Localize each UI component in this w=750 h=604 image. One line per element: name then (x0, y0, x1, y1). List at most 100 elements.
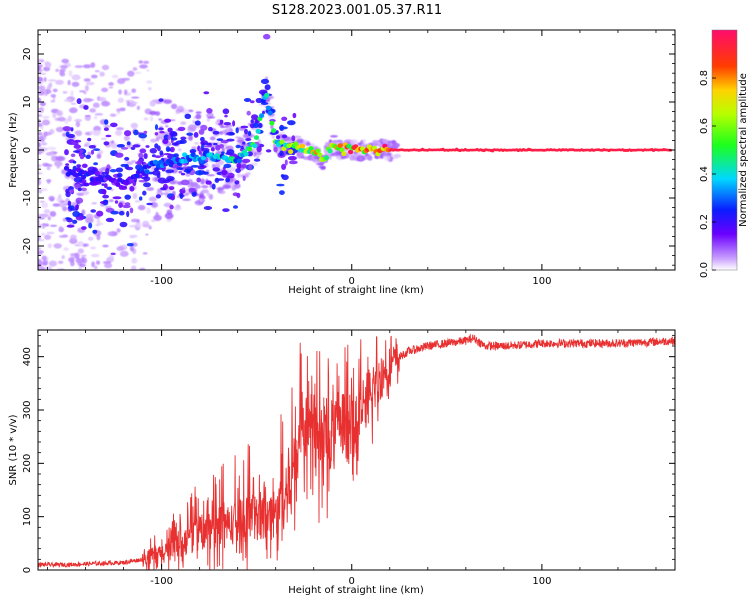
heatmap-cell (105, 217, 115, 223)
heatmap-cell (262, 110, 265, 115)
heatmap-noise-cell (62, 91, 68, 94)
heatmap-cell (198, 150, 202, 155)
heatmap-cell (211, 183, 216, 190)
heatmap-cell (226, 138, 235, 142)
colorbar-tick-label: 0.0 (699, 262, 710, 278)
heatmap-cell (193, 132, 199, 138)
heatmap-noise-cell (103, 274, 106, 279)
heatmap-noise-cell (218, 190, 226, 195)
heatmap-noise-cell (82, 278, 90, 284)
heatmap-cell (79, 154, 85, 159)
heatmap-cell (121, 147, 129, 150)
heatmap-noise-cell (328, 154, 332, 160)
heatmap-cell (264, 84, 271, 91)
heatmap-noise-cell (38, 90, 45, 96)
heatmap-noise-cell (38, 164, 42, 167)
heatmap-noise-cell (43, 77, 47, 82)
heatmap-cell (157, 177, 167, 184)
heatmap-ridge-cell (94, 170, 100, 176)
heatmap-cell (88, 222, 93, 229)
heatmap-cell (67, 200, 72, 207)
heatmap-noise-cell (146, 69, 150, 72)
heatmap-noise-cell (228, 166, 237, 172)
heatmap-noise-cell (38, 172, 43, 175)
heatmap-noise-cell (78, 283, 82, 287)
snr-y-axis-label: SNR (10 * v/v) (8, 414, 19, 485)
heatmap-ridge-cell (271, 128, 277, 134)
heatmap-noise-cell (85, 213, 94, 220)
heatmap-cell (213, 142, 218, 146)
heatmap-cell (223, 163, 232, 169)
heatmap-noise-cell (155, 211, 159, 218)
heatmap-noise-cell (237, 137, 245, 142)
heatmap-noise-cell (68, 70, 73, 77)
heatmap-ridge-cell (247, 146, 253, 152)
heatmap-cell (142, 190, 147, 196)
heatmap-noise-cell (163, 99, 172, 104)
heatmap-noise-cell (126, 273, 132, 277)
heatmap-noise-cell (184, 189, 190, 194)
heatmap-noise-cell (316, 163, 324, 166)
heatmap-cell (137, 159, 142, 165)
heatmap-noise-cell (192, 120, 196, 124)
heatmap-noise-cell (195, 111, 202, 114)
heatmap-noise-cell (219, 125, 229, 128)
heatmap-noise-cell (61, 58, 69, 64)
heatmap-noise-cell (142, 252, 148, 255)
heatmap-noise-cell (130, 160, 137, 163)
heatmap-cell (252, 122, 259, 128)
heatmap-noise-cell (314, 160, 321, 165)
colorbar-gradient (712, 30, 737, 270)
heatmap-ridge-cell (200, 155, 206, 161)
heatmap-noise-cell (38, 250, 44, 254)
heatmap-cell (96, 210, 104, 217)
heatmap-cell (114, 152, 124, 158)
heatmap-noise-cell (74, 65, 84, 69)
heatmap-cell (83, 105, 89, 110)
heatmap-cell (103, 127, 109, 131)
spectrogram-y-ticks: -20 -10 0 10 20 (22, 34, 675, 266)
heatmap-cell (88, 145, 96, 149)
heatmap-cell (188, 187, 196, 193)
snr-x-ticks: -100 0 100 (47, 330, 657, 587)
heatmap-cell (81, 226, 87, 230)
heatmap-cell (232, 120, 236, 127)
heatmap-noise-cell (131, 88, 137, 93)
heatmap-noise-cell (349, 155, 356, 161)
heatmap-noise-cell (38, 239, 45, 242)
heatmap-ridge-cell (81, 174, 87, 180)
heatmap-ridge-cell (87, 170, 94, 176)
heatmap-ridge-cell (308, 146, 314, 151)
heatmap-noise-cell (335, 151, 340, 156)
heatmap-noise-cell (131, 101, 138, 105)
heatmap-noise-cell (52, 203, 61, 207)
heatmap-cell (133, 129, 139, 136)
heatmap-cell (69, 189, 74, 193)
heatmap-noise-cell (160, 192, 170, 195)
heatmap-noise-cell (188, 134, 193, 141)
heatmap-noise-cell (39, 134, 47, 140)
heatmap-cell (116, 144, 125, 148)
heatmap-noise-cell (91, 202, 97, 205)
heatmap-noise-cell (165, 167, 174, 170)
heatmap-noise-cell (44, 234, 52, 240)
heatmap-cell (194, 120, 201, 126)
heatmap-ridge-cell (317, 152, 323, 158)
heatmap-noise-cell (108, 199, 114, 203)
heatmap-noise-cell (77, 241, 84, 247)
heatmap-cell (176, 167, 184, 171)
heatmap-noise-cell (55, 156, 64, 162)
spectrogram-y-tick-label: 10 (22, 96, 33, 109)
heatmap-cells (38, 33, 673, 287)
heatmap-noise-cell (85, 141, 91, 147)
heatmap-noise-cell (92, 102, 100, 108)
heatmap-cell (171, 194, 176, 201)
heatmap-noise-cell (70, 102, 77, 105)
heatmap-ridge-cell (264, 92, 270, 98)
heatmap-cell (235, 127, 239, 134)
heatmap-cell (180, 136, 187, 140)
heatmap-noise-cell (55, 79, 64, 85)
heatmap-cell (236, 192, 241, 199)
heatmap-noise-cell (58, 194, 62, 199)
heatmap-noise-cell (94, 280, 101, 283)
